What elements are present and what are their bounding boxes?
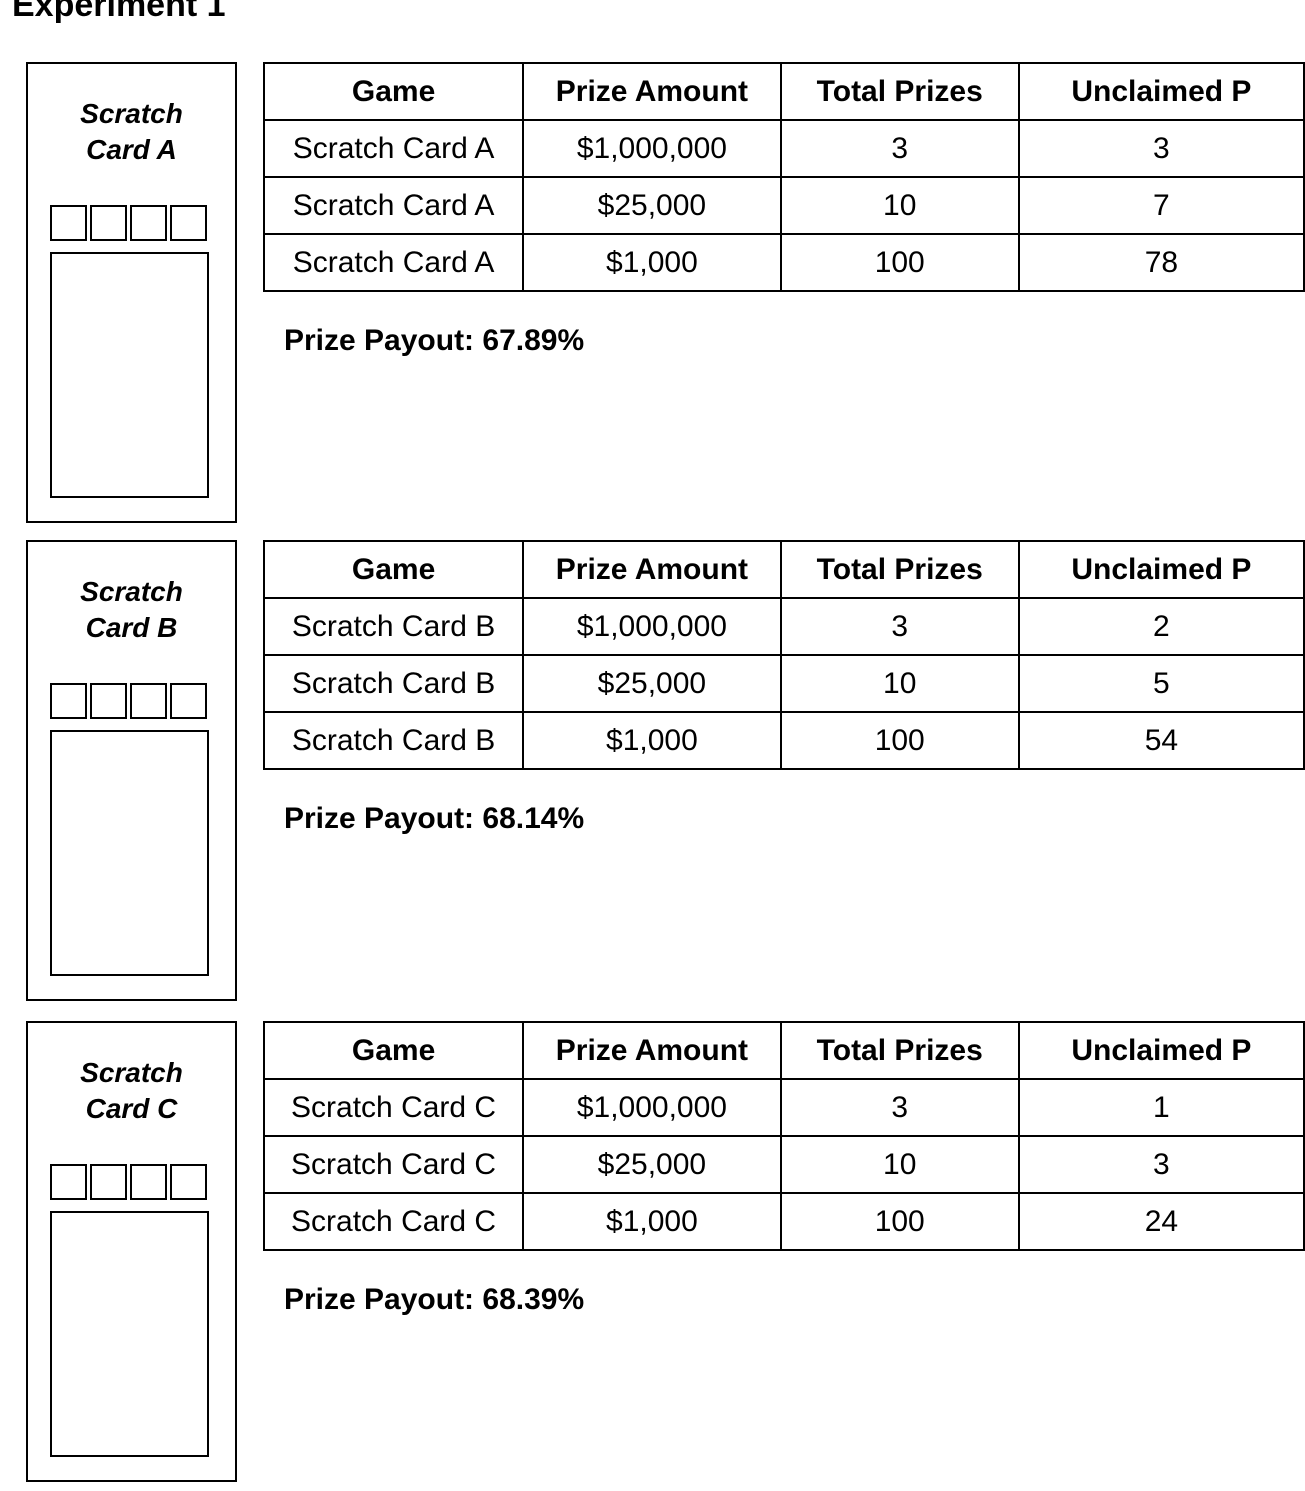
card-title: Scratch Card A bbox=[28, 96, 235, 168]
column-header: Prize Amount bbox=[522, 1021, 782, 1080]
scratch-square bbox=[50, 205, 87, 241]
table-cell: 100 bbox=[779, 711, 1020, 770]
column-header: Game bbox=[262, 62, 525, 121]
table-row: Scratch Card A $25,000 10 7 bbox=[262, 176, 1305, 235]
table-cell: 1 bbox=[1017, 1078, 1305, 1137]
scratch-square bbox=[130, 205, 167, 241]
table-header-row: Game Prize Amount Total Prizes Unclaimed P bbox=[262, 540, 1305, 599]
table-cell: 10 bbox=[779, 654, 1020, 713]
column-header: Unclaimed P bbox=[1017, 540, 1305, 599]
card-title-line: Card A bbox=[86, 134, 177, 165]
table-cell: $1,000 bbox=[522, 711, 782, 770]
card-title: Scratch Card C bbox=[28, 1055, 235, 1127]
table-cell: 100 bbox=[779, 1192, 1020, 1251]
table-row: Scratch Card A $1,000 100 78 bbox=[262, 233, 1305, 292]
table-cell: 3 bbox=[779, 119, 1020, 178]
table-cell: 3 bbox=[779, 597, 1020, 656]
prize-payout: Prize Payout: 67.89% bbox=[284, 324, 585, 357]
scratch-panel bbox=[50, 1211, 209, 1457]
prize-payout: Prize Payout: 68.14% bbox=[284, 802, 585, 835]
scratch-square bbox=[170, 205, 207, 241]
table-cell: $25,000 bbox=[522, 1135, 782, 1194]
scratch-panel bbox=[50, 730, 209, 976]
experiment-section: Scratch Card B Game Prize Amount Total Prize… bbox=[0, 540, 1305, 1010]
prize-payout: Prize Payout: 68.39% bbox=[284, 1283, 585, 1316]
table-cell: Scratch Card C bbox=[262, 1192, 525, 1251]
table-cell: $1,000,000 bbox=[522, 597, 782, 656]
table-cell: Scratch Card A bbox=[262, 119, 525, 178]
table-row: Scratch Card A $1,000,000 3 3 bbox=[262, 119, 1305, 178]
scratch-square bbox=[130, 683, 167, 719]
table-cell: 24 bbox=[1017, 1192, 1305, 1251]
table-cell: $1,000 bbox=[522, 233, 782, 292]
table-cell: 78 bbox=[1017, 233, 1305, 292]
table-cell: Scratch Card C bbox=[262, 1135, 525, 1194]
table-cell: 3 bbox=[779, 1078, 1020, 1137]
table-row: Scratch Card C $1,000,000 3 1 bbox=[262, 1078, 1305, 1137]
scratch-square bbox=[130, 1164, 167, 1200]
table-cell: Scratch Card B bbox=[262, 597, 525, 656]
experiment-section: Scratch Card C Game Prize Amount Total Prize… bbox=[0, 1021, 1305, 1491]
card-title-line: Scratch bbox=[80, 1057, 183, 1088]
column-header: Prize Amount bbox=[522, 540, 782, 599]
column-header: Prize Amount bbox=[522, 62, 782, 121]
table-row: Scratch Card B $1,000 100 54 bbox=[262, 711, 1305, 770]
table-cell: 3 bbox=[1017, 119, 1305, 178]
scratch-square bbox=[170, 1164, 207, 1200]
card-title-line: Card B bbox=[85, 612, 178, 643]
table-cell: 7 bbox=[1017, 176, 1305, 235]
table-cell: Scratch Card B bbox=[262, 654, 525, 713]
table-row: Scratch Card B $25,000 10 5 bbox=[262, 654, 1305, 713]
scratch-card-illustration: Scratch Card A bbox=[26, 62, 237, 523]
table-row: Scratch Card C $25,000 10 3 bbox=[262, 1135, 1305, 1194]
card-title: Scratch Card B bbox=[28, 574, 235, 646]
table-cell: Scratch Card A bbox=[262, 233, 525, 292]
table-cell: $1,000,000 bbox=[522, 1078, 782, 1137]
table-cell: Scratch Card C bbox=[262, 1078, 525, 1137]
card-title-line: Scratch bbox=[80, 98, 183, 129]
column-header: Total Prizes bbox=[779, 62, 1020, 121]
table-cell: 2 bbox=[1017, 597, 1305, 656]
table-cell: $1,000 bbox=[522, 1192, 782, 1251]
card-title-line: Card C bbox=[85, 1093, 178, 1124]
table-cell: $25,000 bbox=[522, 176, 782, 235]
column-header: Game bbox=[262, 540, 525, 599]
table-cell: 5 bbox=[1017, 654, 1305, 713]
table-row: Scratch Card C $1,000 100 24 bbox=[262, 1192, 1305, 1251]
table-cell: 10 bbox=[779, 1135, 1020, 1194]
table-header-row: Game Prize Amount Total Prizes Unclaimed P bbox=[262, 1021, 1305, 1080]
table-cell: 10 bbox=[779, 176, 1020, 235]
column-header: Game bbox=[262, 1021, 525, 1080]
table-cell: $25,000 bbox=[522, 654, 782, 713]
scratch-square bbox=[90, 1164, 127, 1200]
scratch-square bbox=[50, 683, 87, 719]
table-cell: 54 bbox=[1017, 711, 1305, 770]
table-cell: 3 bbox=[1017, 1135, 1305, 1194]
scratch-square bbox=[50, 1164, 87, 1200]
column-header: Total Prizes bbox=[779, 1021, 1020, 1080]
table-row: Scratch Card B $1,000,000 3 2 bbox=[262, 597, 1305, 656]
table-cell: 100 bbox=[779, 233, 1020, 292]
scratch-card-illustration: Scratch Card C bbox=[26, 1021, 237, 1482]
scratch-square bbox=[90, 205, 127, 241]
page-title: Experiment 1 bbox=[12, 0, 226, 24]
column-header: Unclaimed P bbox=[1017, 1021, 1305, 1080]
scratch-square bbox=[170, 683, 207, 719]
scratch-square bbox=[90, 683, 127, 719]
experiment-section: Scratch Card A Game Prize Amount Total Prize… bbox=[0, 62, 1305, 532]
table-cell: $1,000,000 bbox=[522, 119, 782, 178]
table-cell: Scratch Card B bbox=[262, 711, 525, 770]
scratch-panel bbox=[50, 252, 209, 498]
card-title-line: Scratch bbox=[80, 576, 183, 607]
column-header: Unclaimed P bbox=[1017, 62, 1305, 121]
table-header-row: Game Prize Amount Total Prizes Unclaimed P bbox=[262, 62, 1305, 121]
scratch-card-illustration: Scratch Card B bbox=[26, 540, 237, 1001]
column-header: Total Prizes bbox=[779, 540, 1020, 599]
table-cell: Scratch Card A bbox=[262, 176, 525, 235]
